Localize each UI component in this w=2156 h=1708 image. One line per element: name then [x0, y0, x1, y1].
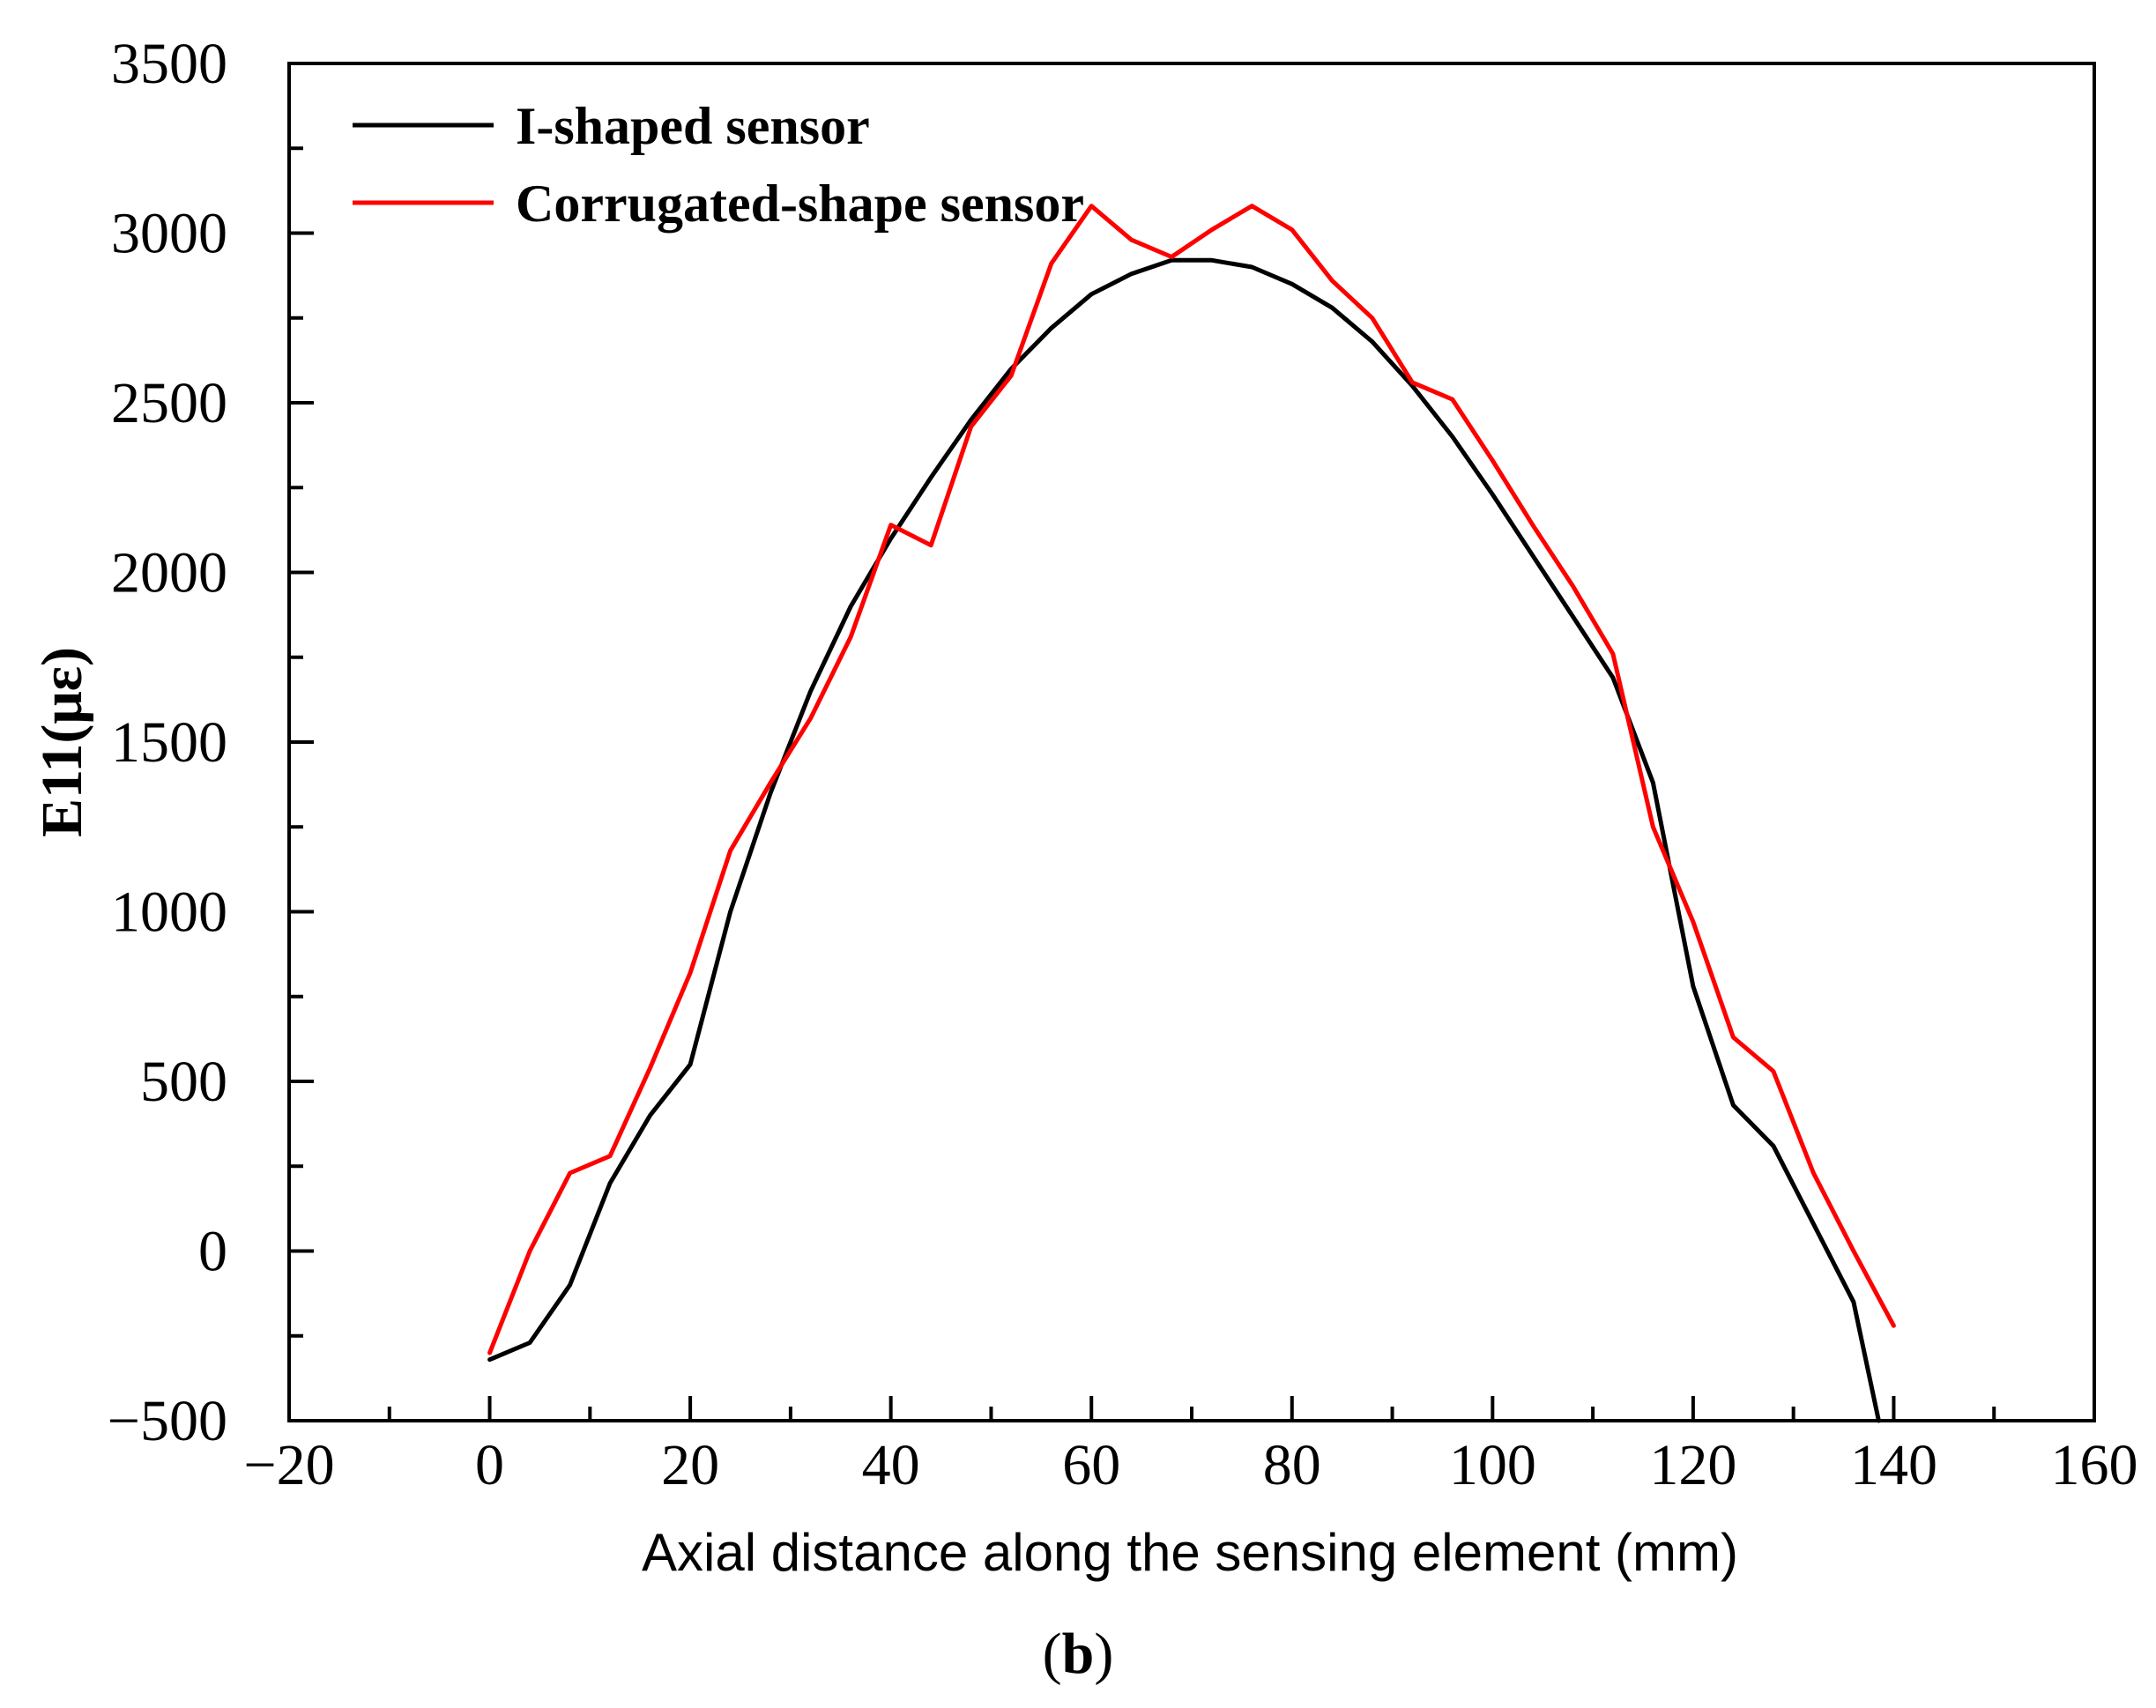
- x-tick-label: −20: [243, 1433, 334, 1497]
- y-tick-label: 1000: [111, 880, 227, 945]
- plot-area: [287, 62, 2096, 1422]
- y-tick-label: 3500: [111, 32, 227, 96]
- y-tick-label: 2500: [111, 371, 227, 435]
- legend: I-shaped sensor Corrugated-shape sensor: [353, 97, 1084, 233]
- y-tick-label: 3000: [111, 202, 227, 266]
- series-layer: [487, 204, 1896, 1423]
- y-tick-label: 2000: [111, 541, 227, 605]
- x-tick-label: 60: [1062, 1433, 1120, 1497]
- x-tick-label: 40: [862, 1433, 920, 1497]
- y-tick-label: 1500: [111, 710, 227, 775]
- y-tick-label: 500: [140, 1050, 227, 1114]
- series-line-i-shaped: [487, 257, 1881, 1423]
- axis-ticks: −500 0 500 1000 1500 2000 2500 3000 3500 −20 0 20 40…: [108, 32, 2138, 1497]
- x-tick-label: 120: [1649, 1433, 1736, 1497]
- x-tick-label: 160: [2051, 1433, 2138, 1497]
- x-tick-label: 80: [1263, 1433, 1321, 1497]
- y-axis-label: E11(με): [30, 647, 94, 837]
- x-tick-label: 100: [1449, 1433, 1536, 1497]
- y-tick-label: 0: [198, 1220, 227, 1284]
- legend-label-corrugated: Corrugated-shape sensor: [516, 175, 1084, 233]
- series-line-corrugated: [487, 204, 1896, 1355]
- x-axis-label: Axial distance along the sensing element…: [642, 1523, 1738, 1582]
- legend-label-i-shaped: I-shaped sensor: [516, 97, 870, 155]
- figure-caption: (b): [1043, 1622, 1114, 1686]
- x-tick-label: 140: [1850, 1433, 1937, 1497]
- x-tick-label: 20: [661, 1433, 719, 1497]
- y-tick-label: −500: [108, 1389, 227, 1453]
- x-tick-label: 0: [475, 1433, 504, 1497]
